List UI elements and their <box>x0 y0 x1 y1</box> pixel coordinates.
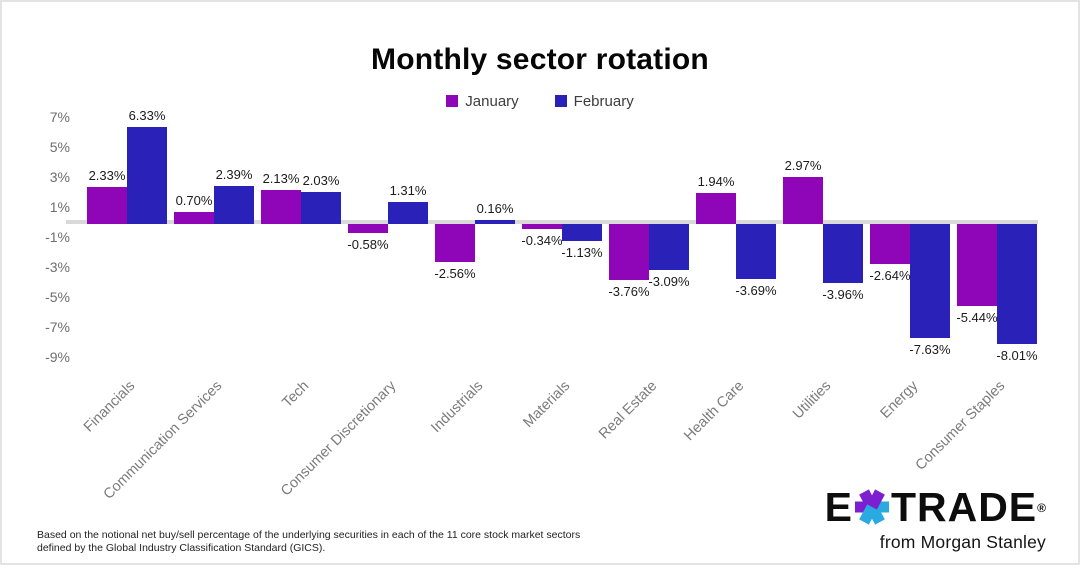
legend-marker-icon <box>446 95 459 107</box>
footnote-text: Based on the notional net buy/sell perce… <box>37 529 581 554</box>
x-axis-category-label: Consumer Discretionary <box>278 378 400 500</box>
bar-january <box>435 224 475 263</box>
bar-value-label: 2.33% <box>88 168 126 184</box>
bar-january <box>174 211 214 224</box>
y-axis-tick-label: -3% <box>45 259 70 275</box>
x-axis-category-label: Health Care <box>681 378 748 445</box>
morgan-stanley-tagline: from Morgan Stanley <box>879 532 1046 552</box>
x-axis-category-label: Real Estate <box>595 378 661 443</box>
bar-january <box>522 224 562 230</box>
bar-january <box>87 187 127 224</box>
bar-value-label: 6.33% <box>128 108 166 124</box>
bar-value-label: -3.09% <box>648 274 690 290</box>
bar-february <box>823 224 863 284</box>
x-axis-category-label: Tech <box>279 378 313 411</box>
bar-value-label: 0.16% <box>476 200 514 216</box>
bar-january <box>261 190 301 224</box>
bar-january <box>609 224 649 281</box>
bar-january <box>957 224 997 306</box>
bar-january <box>696 192 736 224</box>
bar-value-label: -7.63% <box>909 342 951 358</box>
bar-value-label: -3.96% <box>822 287 864 303</box>
x-axis-category-label: Materials <box>520 378 574 431</box>
bar-february <box>910 224 950 339</box>
legend-label: January <box>465 92 519 110</box>
bar-january <box>870 224 910 264</box>
bar-value-label: -3.69% <box>735 283 777 299</box>
bar-value-label: 1.94% <box>697 173 735 189</box>
bar-value-label: -0.34% <box>521 233 563 249</box>
y-axis-tick-label: -9% <box>45 349 70 365</box>
y-axis-tick-label: -1% <box>45 229 70 245</box>
bar-february <box>997 224 1037 345</box>
chart-title: Monthly sector rotation <box>371 43 709 76</box>
bar-value-label: -8.01% <box>996 348 1038 364</box>
x-axis-category-label: Utilities <box>789 378 835 423</box>
bar-value-label: -5.44% <box>956 309 998 325</box>
bar-january <box>783 177 823 224</box>
x-axis-category-label: Communication Services <box>100 378 226 503</box>
registered-trademark-symbol: ® <box>1037 501 1046 515</box>
bar-value-label: 2.03% <box>302 172 340 188</box>
chart-legend: January February <box>2 91 1078 111</box>
bar-value-label: 0.70% <box>175 192 213 208</box>
bar-value-label: 1.31% <box>389 183 427 199</box>
bar-january <box>348 224 388 233</box>
bar-value-label: 2.13% <box>262 171 300 187</box>
bar-value-label: -3.76% <box>608 284 650 300</box>
bar-february <box>736 224 776 280</box>
bar-february <box>475 219 515 224</box>
bar-february <box>649 224 689 271</box>
bar-february <box>301 191 341 224</box>
etrade-logo: E TRADE ® <box>825 486 1046 528</box>
legend-item-january: January <box>446 92 519 110</box>
branding-block: E TRADE ® from Morgan Stanley <box>825 486 1046 553</box>
bar-value-label: 2.39% <box>215 167 253 183</box>
bar-february <box>388 202 428 224</box>
y-axis-tick-label: 3% <box>49 169 70 185</box>
legend-marker-icon <box>554 95 567 107</box>
bar-value-label: -1.13% <box>561 244 603 260</box>
legend-label: February <box>573 92 634 110</box>
y-axis-tick-label: 5% <box>49 139 70 155</box>
bar-value-label: -2.64% <box>869 267 911 283</box>
logo-letter-e: E <box>824 484 853 530</box>
logo-word-trade: TRADE <box>890 484 1038 530</box>
x-axis-category-label: Industrials <box>428 378 487 437</box>
zero-axis-line <box>66 220 1038 224</box>
y-axis-tick-label: -7% <box>45 319 70 335</box>
y-axis-tick-label: 7% <box>49 109 70 125</box>
bar-february <box>214 186 254 224</box>
bar-value-label: 2.97% <box>784 158 822 174</box>
y-axis-tick-label: -5% <box>45 289 70 305</box>
bar-value-label: -0.58% <box>347 236 389 252</box>
legend-item-february: February <box>554 92 634 110</box>
bar-value-label: -2.56% <box>434 266 476 282</box>
bar-february <box>562 224 602 241</box>
bar-february <box>127 127 167 224</box>
etrade-star-icon <box>854 489 889 525</box>
y-axis-tick-label: 1% <box>49 199 70 215</box>
